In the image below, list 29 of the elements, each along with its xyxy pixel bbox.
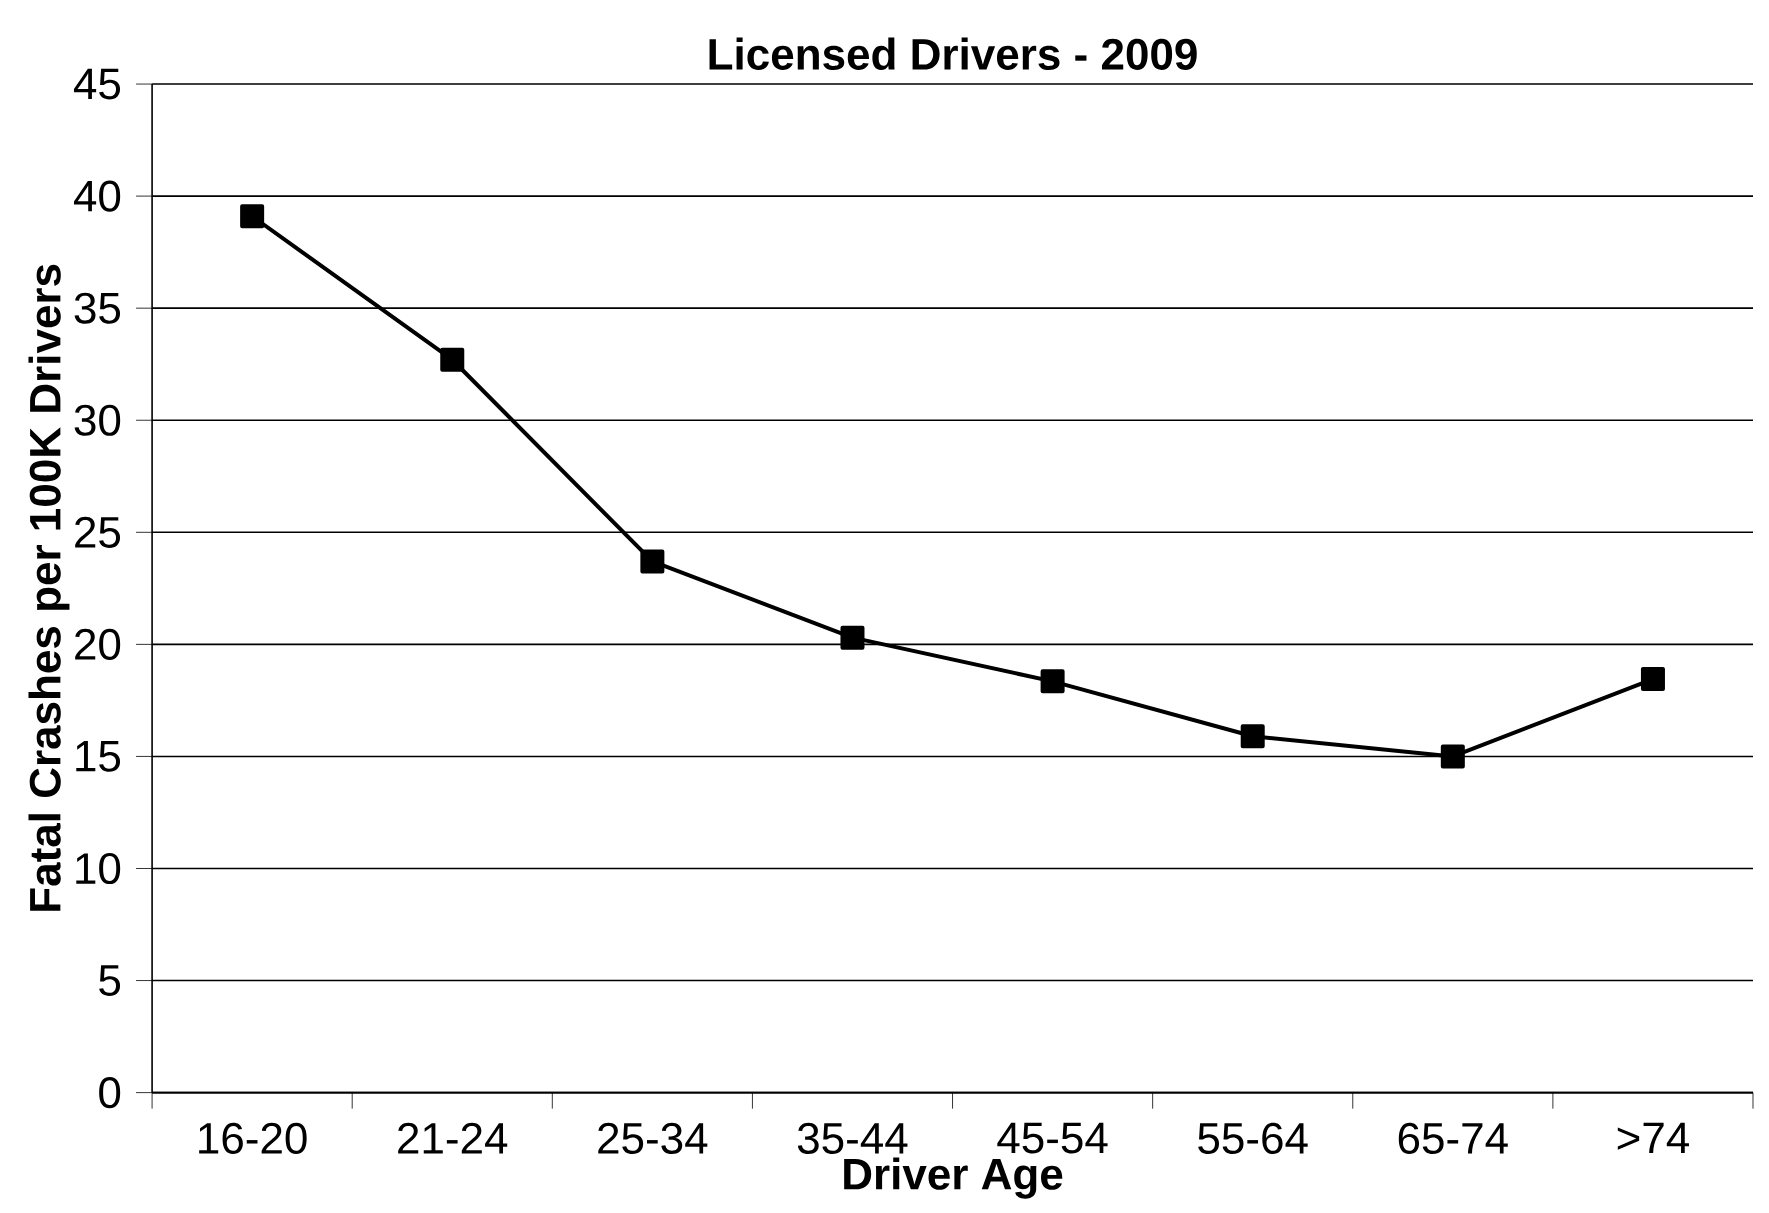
y-tick-label: 20 [75,628,121,661]
y-tick-label: 45 [73,68,121,100]
x-tick-label: 55-64 [1198,1122,1308,1155]
point [640,549,665,574]
y-tick-label: 40 [73,180,121,212]
y-axis-title: Fatal Crashes per 100K Drivers [28,264,70,912]
point [240,204,265,229]
x-tick-label: >74 [1617,1122,1689,1154]
y-tick-label: 15 [76,741,121,772]
x-axis-title: Driver Age [844,1157,1063,1199]
y-tick-label: 10 [76,853,121,885]
x-tick-label: 16-20 [199,1122,307,1155]
y-tick-label: 0 [99,1077,121,1109]
x-tick-label: 65-74 [1398,1122,1508,1155]
y-tick-label: 5 [99,965,121,997]
x-tick-label: 45-54 [997,1122,1108,1154]
x-tick-label: 25-34 [598,1122,708,1155]
point [1240,724,1265,749]
y-tick-label: 35 [74,292,121,324]
point [1440,744,1465,769]
point [1040,669,1065,694]
point [1640,667,1665,692]
point [840,625,865,650]
y-tick-label: 30 [74,404,121,436]
y-tick-label: 25 [75,516,121,549]
x-tick-label: 35-44 [797,1122,908,1155]
chart-title: Licensed Drivers - 2009 [709,37,1197,71]
point [440,347,465,372]
x-tick-label: 21-24 [398,1122,508,1154]
